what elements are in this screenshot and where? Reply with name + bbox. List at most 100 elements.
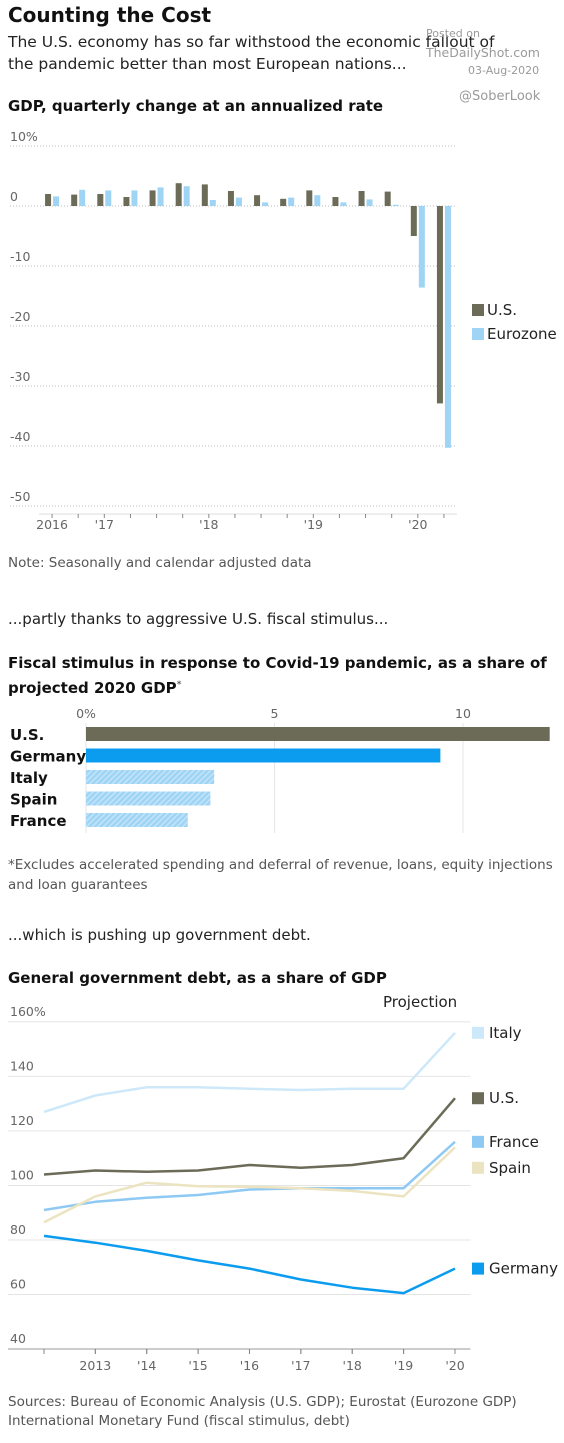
bar bbox=[254, 195, 261, 206]
legend-label: U.S. bbox=[487, 301, 517, 319]
bar bbox=[97, 194, 104, 206]
x-tick-label: '17 bbox=[291, 1358, 310, 1373]
y-tick-label: 100 bbox=[10, 1167, 34, 1182]
section-intro: ...partly thanks to aggressive U.S. fisc… bbox=[8, 610, 389, 628]
section-intro: ...which is pushing up government debt. bbox=[8, 926, 311, 944]
category-label: Spain bbox=[10, 791, 57, 809]
debt-chart: 40 60 80 100 120 140 160% 2013 '14 '15 '16 '17 '18 '1… bbox=[8, 993, 558, 1373]
bar bbox=[306, 190, 313, 206]
watermark-posted: Posted on bbox=[426, 27, 480, 40]
y-tick-label: 10% bbox=[10, 129, 38, 144]
x-tick-label: '16 bbox=[240, 1358, 259, 1373]
stimulus-chart: 0% 5 10 U.S. Germany Italy Spain France bbox=[10, 706, 550, 833]
y-tick-label: 80 bbox=[10, 1222, 26, 1237]
x-tick-label: '20 bbox=[408, 517, 427, 532]
bar bbox=[262, 202, 269, 206]
y-tick-label: 40 bbox=[10, 1331, 26, 1346]
bar bbox=[105, 190, 112, 206]
y-tick-label: 60 bbox=[10, 1276, 26, 1291]
bar bbox=[131, 190, 138, 206]
x-tick-label: '20 bbox=[445, 1358, 464, 1373]
legend-swatch bbox=[472, 1161, 484, 1174]
y-tick-label: 140 bbox=[10, 1058, 34, 1073]
bar bbox=[86, 791, 211, 806]
bar bbox=[79, 189, 86, 206]
chart-title: General government debt, as a share of G… bbox=[8, 969, 387, 987]
y-tick-label: -10 bbox=[10, 249, 30, 264]
legend-label: France bbox=[489, 1133, 539, 1151]
category-label: France bbox=[10, 812, 67, 830]
y-tick-label: 120 bbox=[10, 1113, 34, 1128]
x-tick-label: '19 bbox=[304, 517, 323, 532]
page-title: Counting the Cost bbox=[8, 3, 212, 27]
bar bbox=[340, 202, 347, 206]
x-tick-label: 2013 bbox=[79, 1358, 111, 1373]
chart-title: Fiscal stimulus in response to Covid-19 … bbox=[8, 654, 547, 697]
bar bbox=[149, 190, 156, 206]
bar bbox=[418, 206, 425, 288]
bar bbox=[53, 196, 60, 206]
x-tick-label: 10 bbox=[455, 706, 471, 721]
category-label: U.S. bbox=[10, 726, 44, 744]
bar bbox=[86, 813, 188, 827]
x-tick-label: '18 bbox=[199, 517, 218, 532]
category-label: Italy bbox=[10, 769, 48, 787]
y-tick-label: 0 bbox=[10, 189, 18, 204]
series-line bbox=[43, 1146, 456, 1224]
x-tick-label: '18 bbox=[343, 1358, 362, 1373]
bar bbox=[201, 184, 208, 206]
title-marker: * bbox=[176, 680, 182, 690]
series-line bbox=[43, 1097, 456, 1176]
bar bbox=[71, 194, 78, 206]
bar bbox=[227, 191, 234, 206]
gdp-chart: 10% 0 -10 -20 -30 -40 -50 2016 '17 '18 '19 '20 U.S. E… bbox=[10, 129, 557, 532]
bar bbox=[209, 200, 216, 206]
series-line bbox=[43, 1140, 456, 1212]
bar bbox=[436, 206, 443, 404]
y-tick-label: -30 bbox=[10, 369, 30, 384]
legend-label: Eurozone bbox=[487, 325, 557, 343]
chart-note: Note: Seasonally and calendar adjusted d… bbox=[8, 555, 312, 571]
x-tick-label: 0% bbox=[76, 706, 96, 721]
x-tick-label: '19 bbox=[394, 1358, 413, 1373]
chart-title-wrap: Fiscal stimulus in response to Covid-19 … bbox=[8, 652, 560, 699]
bar bbox=[288, 197, 295, 206]
sources-line: International Monetary Fund (fiscal stim… bbox=[8, 1413, 350, 1429]
bar bbox=[157, 187, 164, 206]
bar bbox=[235, 197, 242, 206]
watermark-date: 03-Aug-2020 bbox=[468, 64, 540, 77]
bar bbox=[332, 197, 339, 206]
bar bbox=[444, 206, 451, 448]
bar bbox=[86, 748, 441, 763]
category-label: Germany bbox=[10, 748, 86, 766]
legend-swatch bbox=[472, 1026, 484, 1039]
bar bbox=[314, 195, 321, 206]
chart-title: GDP, quarterly change at an annualized r… bbox=[8, 97, 384, 115]
y-tick-label: -40 bbox=[10, 429, 30, 444]
sources-line: Sources: Bureau of Economic Analysis (U.… bbox=[8, 1394, 517, 1410]
legend-label: Italy bbox=[489, 1024, 522, 1042]
x-tick-label: '15 bbox=[188, 1358, 207, 1373]
bar bbox=[45, 194, 52, 206]
legend-label: U.S. bbox=[489, 1089, 519, 1107]
bar bbox=[384, 191, 391, 206]
legend-swatch bbox=[472, 304, 484, 316]
chart-footnote: *Excludes accelerated spending and defer… bbox=[8, 857, 553, 893]
bar bbox=[86, 727, 550, 741]
bar bbox=[366, 199, 373, 206]
bar bbox=[123, 197, 130, 206]
legend-swatch bbox=[472, 1092, 484, 1105]
watermark-site: TheDailyShot.com bbox=[426, 45, 540, 60]
bar bbox=[175, 183, 182, 206]
y-tick-label: -50 bbox=[10, 489, 30, 504]
y-tick-label: -20 bbox=[10, 309, 30, 324]
legend-label: Spain bbox=[489, 1159, 531, 1177]
bar bbox=[280, 198, 287, 206]
y-tick-label: 160% bbox=[10, 1004, 46, 1019]
bar bbox=[86, 770, 215, 784]
x-tick-label: 5 bbox=[271, 706, 279, 721]
x-tick-label: 2016 bbox=[36, 517, 68, 532]
legend-swatch bbox=[472, 1135, 484, 1148]
x-tick-label: '17 bbox=[95, 517, 114, 532]
